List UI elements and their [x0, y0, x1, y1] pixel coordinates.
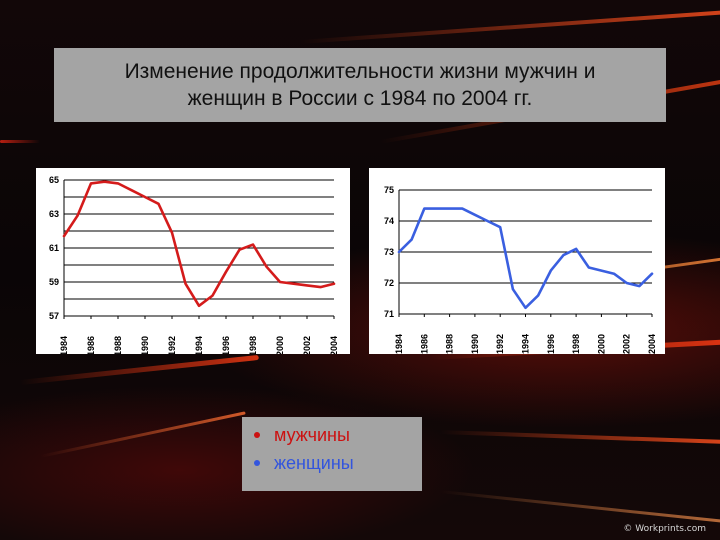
- watermark: © Workprints.com: [623, 524, 706, 534]
- legend-label-women: женщины: [274, 452, 354, 473]
- men-chart-x-tick-label: 1998: [248, 336, 258, 354]
- men-chart-x-tick-label: 1994: [194, 336, 204, 354]
- women-chart-x-tick-label: 1998: [571, 334, 581, 354]
- men-chart-y-tick-label: 57: [49, 311, 59, 321]
- women-chart-x-tick-label: 2002: [622, 334, 632, 354]
- chart-men-panel: 57 59 61 63 65 1984 1986 1988 1990 1992 1994 1996 19…: [36, 168, 350, 354]
- chart-women: 71 72 73 74 75 1984 1986 1988 1990 1992 1994 1996 19…: [384, 185, 657, 354]
- chart-men: 57 59 61 63 65 1984 1986 1988 1990 1992 1994 1996 19…: [49, 175, 339, 354]
- men-chart-x-tick-label: 2000: [275, 336, 285, 354]
- men-chart-x-tick-label: 1996: [221, 336, 231, 354]
- women-chart-y-tick-label: 73: [384, 247, 394, 257]
- legend-item-women: женщины: [242, 451, 354, 475]
- women-chart-x-tick-label: 1990: [470, 334, 480, 354]
- women-chart-series-line: [397, 207, 654, 310]
- chart-women-panel: 71 72 73 74 75 1984 1986 1988 1990 1992 1994 1996 19…: [369, 168, 665, 354]
- men-chart-y-tick-label: 59: [49, 277, 59, 287]
- legend: мужчины женщины: [242, 417, 422, 491]
- men-chart-x-tick-label: 1988: [113, 336, 123, 354]
- women-chart-x-tick-label: 1996: [546, 334, 556, 354]
- women-chart-x-tick-label: 1988: [445, 334, 455, 354]
- women-chart-x-tick-label: 2004: [647, 334, 657, 354]
- women-chart-y-tick-label: 75: [384, 185, 394, 195]
- men-chart-x-tick-label: 1992: [167, 336, 177, 354]
- men-chart-y-tick-label: 61: [49, 243, 59, 253]
- legend-bullet-men: [254, 432, 260, 438]
- title-box: Изменение продолжительности жизни мужчин…: [54, 48, 666, 122]
- women-chart-x-tick-label: 1984: [394, 334, 404, 354]
- men-chart-x-tick-label: 1990: [140, 336, 150, 354]
- men-chart-y-tick-label: 63: [49, 209, 59, 219]
- page-title: Изменение продолжительности жизни мужчин…: [124, 60, 596, 110]
- men-chart-x-tick-label: 2004: [329, 336, 339, 354]
- women-chart-y-tick-label: 72: [384, 278, 394, 288]
- legend-label-men: мужчины: [274, 424, 350, 445]
- men-chart-x-tick-label: 1984: [59, 336, 69, 354]
- women-chart-x-tick-label: 1994: [521, 334, 531, 354]
- men-chart-y-tick-label: 65: [49, 175, 59, 185]
- women-chart-y-tick-label: 71: [384, 309, 394, 319]
- women-chart-x-tick-label: 1986: [419, 334, 429, 354]
- women-chart-x-tick-label: 2000: [596, 334, 606, 354]
- women-chart-x-tick-label: 1992: [495, 334, 505, 354]
- legend-bullet-women: [254, 460, 260, 466]
- legend-item-men: мужчины: [242, 423, 350, 447]
- men-chart-x-tick-label: 1986: [86, 336, 96, 354]
- men-chart-series-line: [62, 180, 336, 308]
- men-chart-x-tick-label: 2002: [302, 336, 312, 354]
- women-chart-y-tick-label: 74: [384, 216, 394, 226]
